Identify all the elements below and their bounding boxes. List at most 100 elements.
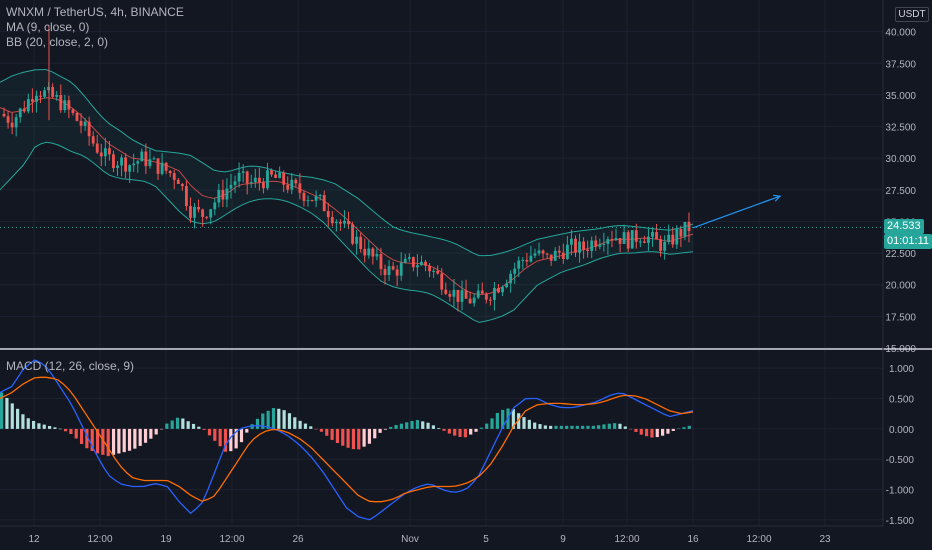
candle-body xyxy=(274,174,277,178)
candle-body xyxy=(460,290,464,302)
macd-histogram-bar xyxy=(597,425,601,429)
candle-body xyxy=(553,250,557,261)
macd-histogram-bar xyxy=(133,428,137,449)
macd-histogram-bar xyxy=(474,428,478,432)
time-tick-label: 19 xyxy=(160,534,172,545)
candle-body xyxy=(517,260,521,269)
candle-body xyxy=(298,183,302,193)
candle-body xyxy=(383,269,387,276)
macd-histogram-bar xyxy=(26,418,30,429)
candle-body xyxy=(103,148,107,157)
candle-body xyxy=(225,188,229,200)
candle-body xyxy=(2,113,6,117)
macd-histogram-bar xyxy=(266,410,270,429)
macd-histogram-bar xyxy=(623,426,627,429)
candle-body xyxy=(245,171,249,184)
candle-body xyxy=(55,94,59,97)
macd-histogram-bar xyxy=(517,413,521,429)
macd-histogram-bar xyxy=(159,428,164,430)
price-tick-label: 30.000 xyxy=(885,154,916,165)
macd-histogram-bar xyxy=(522,417,526,429)
candle-body xyxy=(314,195,318,201)
time-tick-label: 9 xyxy=(560,534,566,545)
candle-body xyxy=(557,250,561,253)
time-tick-label: 12:00 xyxy=(219,534,244,545)
macd-histogram-bar xyxy=(143,428,148,443)
candle-body xyxy=(35,95,38,102)
candle-body xyxy=(655,232,658,240)
macd-legend: MACD (12, 26, close, 9) xyxy=(6,359,134,374)
macd-indicator-label[interactable]: MACD (12, 26, close, 9) xyxy=(6,359,135,373)
macd-histogram-bar xyxy=(314,428,318,430)
candle-body xyxy=(172,173,176,180)
macd-histogram-bar xyxy=(410,420,414,429)
candle-body xyxy=(241,171,245,173)
macd-histogram-bar xyxy=(346,428,350,448)
macd-histogram-bar xyxy=(261,413,265,429)
candle-body xyxy=(278,172,282,178)
candle-body xyxy=(525,259,529,262)
macd-histogram-bar xyxy=(383,428,388,430)
macd-histogram-bar xyxy=(127,428,132,451)
candle-body xyxy=(452,289,456,297)
macd-histogram-bar xyxy=(165,423,169,429)
projection-arrow-line xyxy=(692,195,781,229)
macd-histogram-bar xyxy=(287,413,292,429)
price-tick-label: 32.500 xyxy=(885,123,916,134)
macd-histogram-bar xyxy=(655,428,659,438)
macd-histogram-bar xyxy=(602,424,606,429)
candle-body xyxy=(614,238,618,241)
candle-body xyxy=(302,192,306,201)
bollinger-band-fill xyxy=(0,69,693,323)
macd-histogram-bar xyxy=(479,427,483,429)
macd-histogram-bar xyxy=(298,420,302,429)
macd-histogram-bar xyxy=(85,428,89,449)
macd-histogram-bar xyxy=(191,423,196,429)
macd-histogram-bar xyxy=(447,428,451,434)
candle-body xyxy=(371,248,375,257)
macd-histogram-bar xyxy=(245,428,249,433)
candle-body xyxy=(39,95,42,97)
candle-body xyxy=(75,112,79,121)
time-tick-label: 23 xyxy=(819,534,831,545)
candle-body xyxy=(257,177,261,183)
macd-histogram-bar xyxy=(58,428,62,430)
candle-body xyxy=(201,209,205,217)
candle-body xyxy=(675,229,679,245)
macd-histogram-bar xyxy=(671,428,675,431)
price-tick-label: 40.000 xyxy=(885,28,916,39)
candle-body xyxy=(424,261,427,266)
candle-body xyxy=(67,100,71,110)
candle-body xyxy=(351,224,354,244)
macd-histogram-bar xyxy=(421,421,425,429)
candle-body xyxy=(509,273,513,284)
candle-body xyxy=(545,253,549,255)
candle-body xyxy=(144,151,148,167)
candle-body xyxy=(233,181,237,185)
candle-body xyxy=(213,202,217,210)
macd-histogram-bar xyxy=(207,428,212,436)
macd-histogram-bar xyxy=(303,423,308,429)
time-tick-label: 26 xyxy=(292,534,304,545)
candle-body xyxy=(399,262,403,276)
candle-body xyxy=(687,221,691,232)
candle-body xyxy=(63,100,67,111)
macd-histogram-bar xyxy=(335,428,340,443)
candle-body xyxy=(561,252,565,259)
candle-body xyxy=(472,297,476,304)
candle-body xyxy=(79,120,83,126)
candle-body xyxy=(570,238,573,245)
candle-body xyxy=(339,221,342,224)
candle-body xyxy=(217,189,221,203)
candle-body xyxy=(310,200,314,202)
symbol-title[interactable]: WNXM / TetherUS, 4h, BINANCE xyxy=(6,5,184,19)
last-price-badge: 24.533 xyxy=(884,219,924,235)
macd-histogram-bar xyxy=(15,408,20,429)
candle-body xyxy=(83,121,87,126)
bb-indicator-label[interactable]: BB (20, close, 2, 0) xyxy=(6,35,109,49)
currency-button[interactable]: USDT xyxy=(895,7,929,22)
ma-indicator-label[interactable]: MA (9, close, 0) xyxy=(6,20,90,34)
